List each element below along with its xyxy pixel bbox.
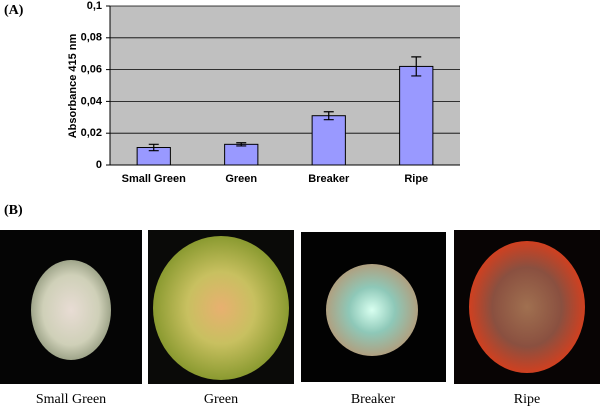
y-tick-label: 0,1 [87,0,102,12]
error-bar [323,111,334,121]
x-tick-label: Breaker [308,173,350,185]
panel-label: (A) [4,3,24,18]
y-tick-label: 0,06 [81,64,102,76]
photo-caption: Green [204,392,238,407]
bar [311,115,346,166]
y-tick-label: 0,08 [81,32,102,44]
bar [399,65,434,166]
fruit [31,260,111,360]
y-tick-label: 0,04 [81,95,103,107]
x-tick-label: Small Green [122,173,186,185]
fruit [326,264,418,356]
x-tick-label: Ripe [404,173,428,185]
chart: Absorbance 415 nm 0 0,02 0,04 0,06 0,08 0,1 Sm… [67,0,460,185]
error-bar [236,142,247,147]
photo-caption: Breaker [351,392,396,407]
y-tick-label: 0 [96,159,102,171]
error-bar [411,56,422,77]
panel-label: (B) [4,203,23,218]
bar [224,143,259,166]
y-axis-label: Absorbance 415 nm [67,34,79,139]
error-bar [148,143,159,152]
fruit [469,241,585,373]
x-tick-label: Green [225,173,257,185]
photo-caption: Small Green [36,392,106,407]
photos [0,230,600,384]
fruit [153,236,289,380]
y-tick-label: 0,02 [81,127,102,139]
photo-caption: Ripe [514,392,540,407]
